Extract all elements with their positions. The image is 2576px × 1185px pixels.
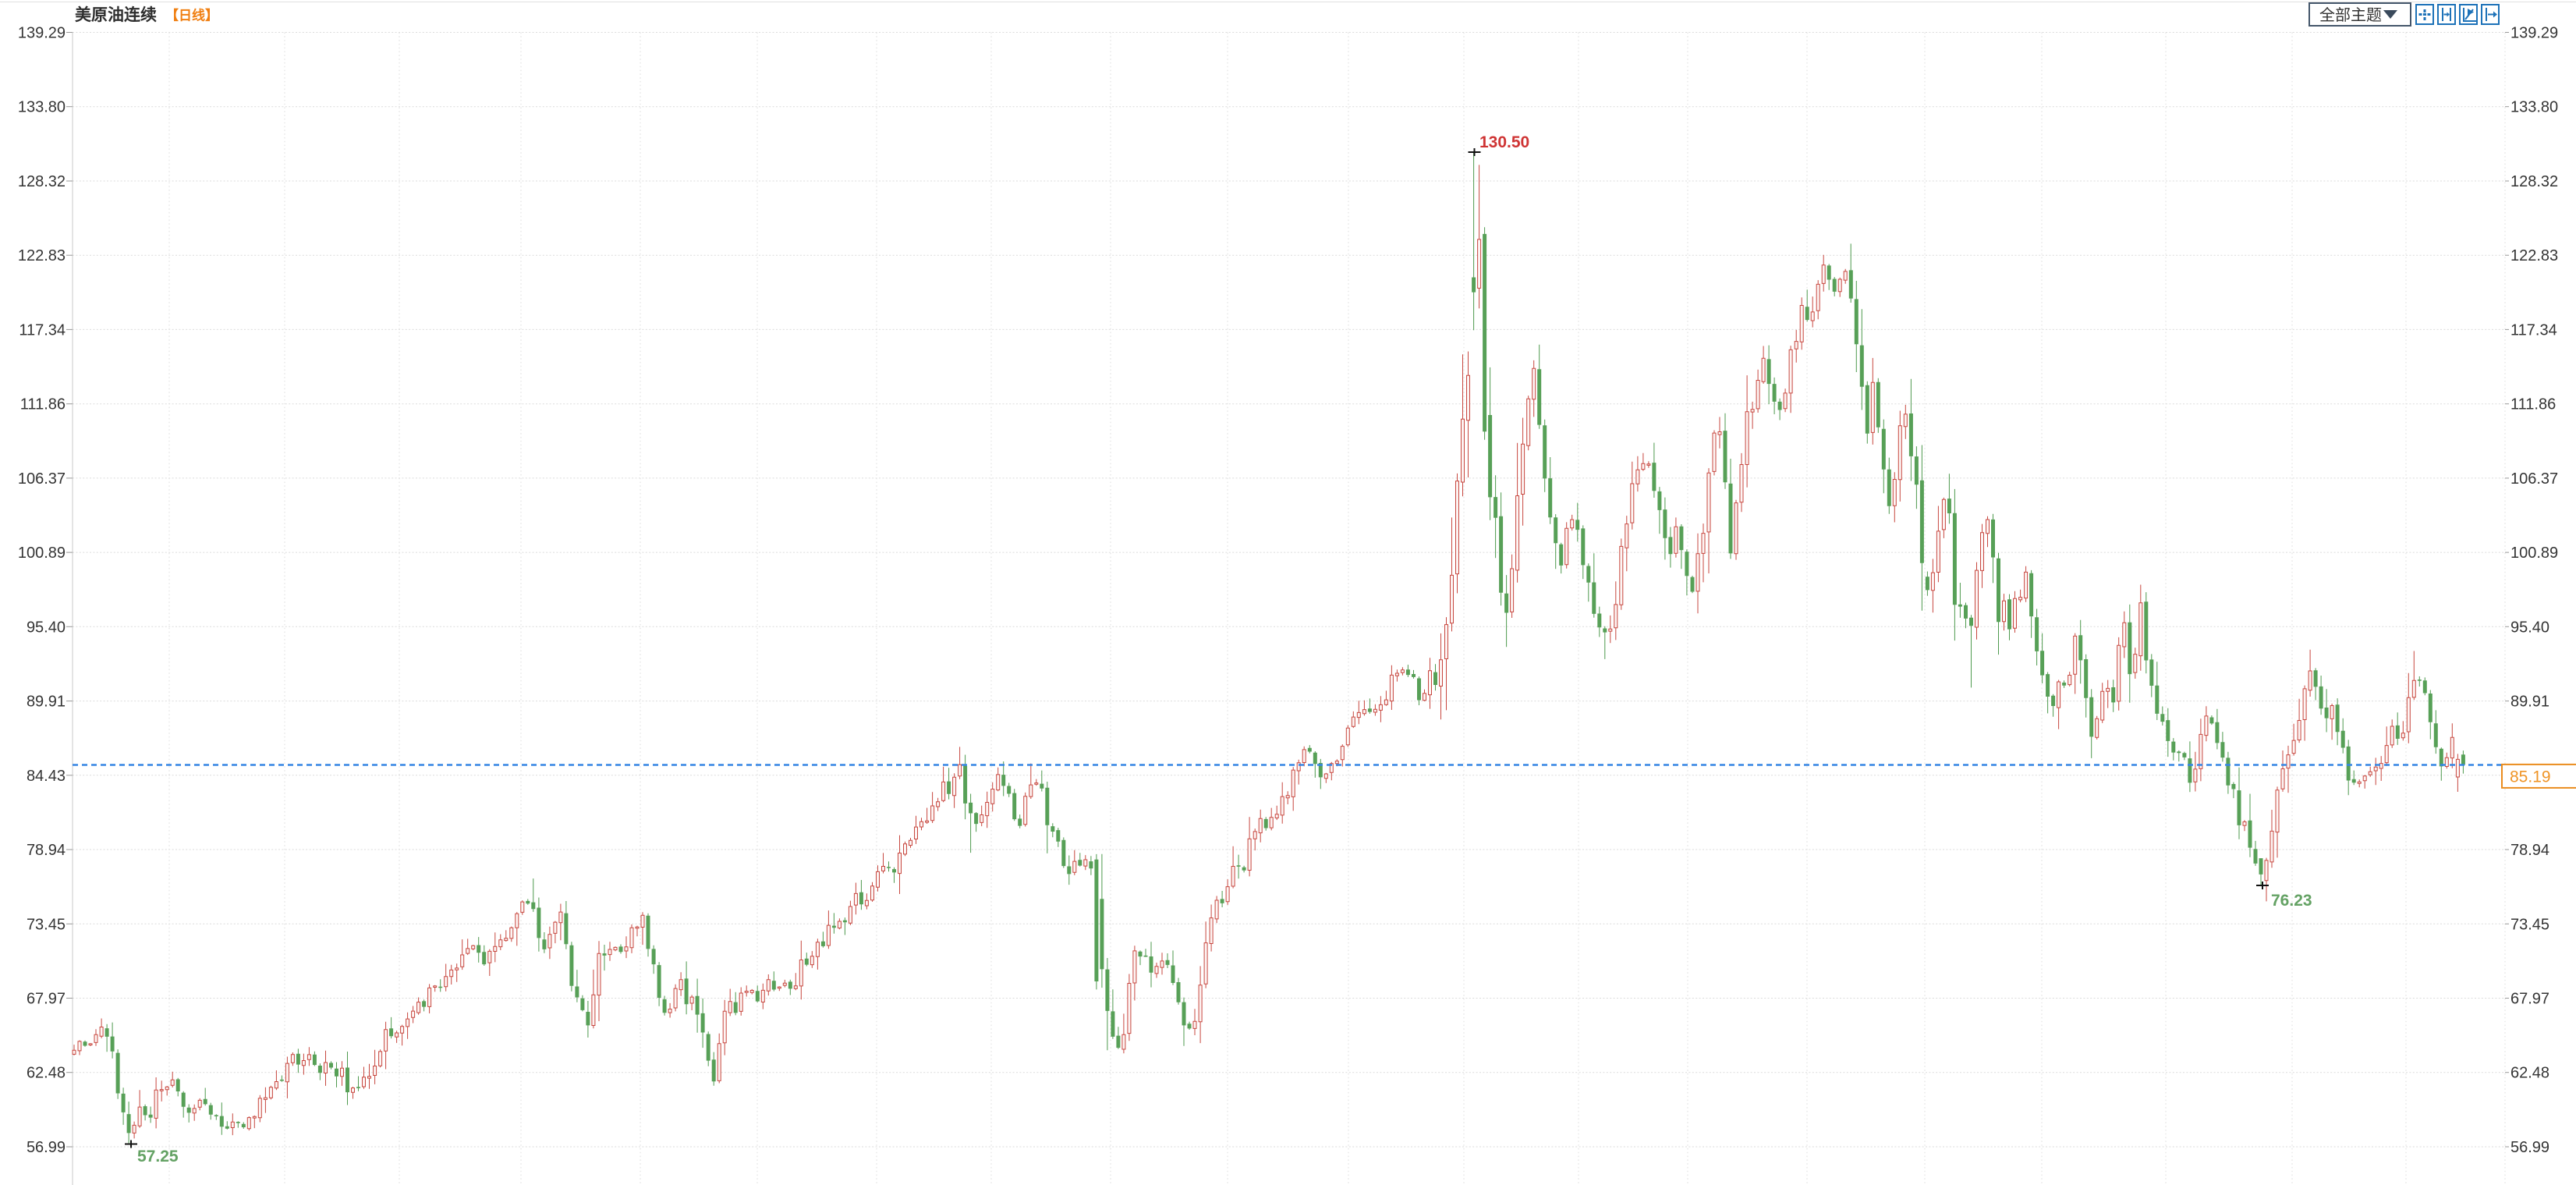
svg-text:133.80: 133.80 <box>18 99 66 116</box>
svg-text:85.19: 85.19 <box>2510 768 2551 786</box>
svg-text:78.94: 78.94 <box>27 842 66 859</box>
svg-text:100.89: 100.89 <box>18 545 66 562</box>
svg-text:73.45: 73.45 <box>27 916 66 933</box>
svg-text:56.99: 56.99 <box>2510 1139 2549 1156</box>
svg-text:117.34: 117.34 <box>19 321 66 339</box>
svg-text:67.97: 67.97 <box>2510 991 2549 1008</box>
svg-text:89.91: 89.91 <box>27 694 66 711</box>
svg-text:139.29: 139.29 <box>18 25 66 42</box>
svg-text:95.40: 95.40 <box>27 619 66 636</box>
svg-text:73.45: 73.45 <box>2510 916 2549 933</box>
svg-text:133.80: 133.80 <box>2510 99 2558 116</box>
svg-text:57.25: 57.25 <box>137 1148 179 1165</box>
svg-text:78.94: 78.94 <box>2510 842 2549 859</box>
svg-text:76.23: 76.23 <box>2271 892 2312 910</box>
svg-text:89.91: 89.91 <box>2510 694 2549 711</box>
svg-text:62.48: 62.48 <box>27 1065 66 1082</box>
svg-text:117.34: 117.34 <box>2510 321 2557 339</box>
svg-text:122.83: 122.83 <box>2510 247 2558 264</box>
svg-text:111.86: 111.86 <box>2510 396 2556 413</box>
svg-text:100.89: 100.89 <box>2510 545 2558 562</box>
svg-text:67.97: 67.97 <box>27 991 66 1008</box>
svg-text:全部主题: 全部主题 <box>2319 6 2382 24</box>
svg-text:【日线】: 【日线】 <box>165 8 218 23</box>
svg-text:130.50: 130.50 <box>1479 133 1529 151</box>
svg-text:122.83: 122.83 <box>18 247 66 264</box>
svg-text:139.29: 139.29 <box>2510 25 2558 42</box>
svg-text:95.40: 95.40 <box>2510 619 2549 636</box>
svg-text:美原油连续: 美原油连续 <box>75 5 157 24</box>
svg-text:106.37: 106.37 <box>18 470 66 488</box>
svg-text:56.99: 56.99 <box>27 1139 66 1156</box>
svg-text:84.43: 84.43 <box>27 768 66 785</box>
svg-text:62.48: 62.48 <box>2510 1065 2549 1082</box>
svg-text:128.32: 128.32 <box>2510 173 2558 190</box>
svg-text:106.37: 106.37 <box>2510 470 2558 488</box>
svg-text:128.32: 128.32 <box>18 173 66 190</box>
svg-text:111.86: 111.86 <box>20 396 66 413</box>
